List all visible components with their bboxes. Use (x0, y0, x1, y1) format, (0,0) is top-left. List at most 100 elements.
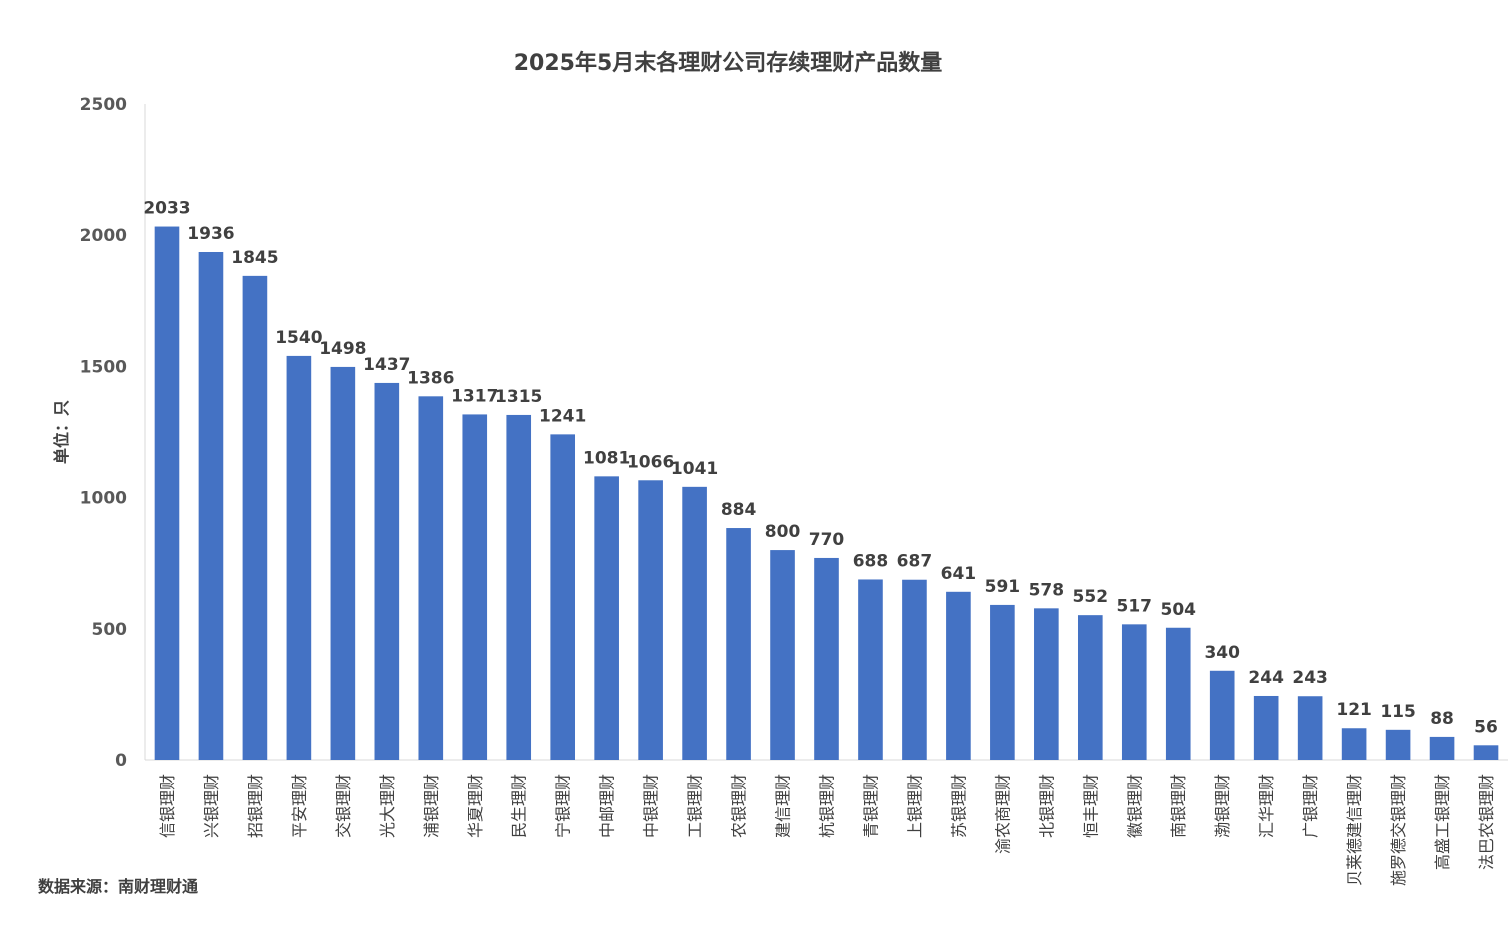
data-label: 1041 (671, 459, 718, 479)
data-labels: 2033 1936 1845 1540149814371386131713151241… (143, 199, 1498, 738)
data-label: 1066 (627, 452, 674, 472)
data-label: 1540 (275, 328, 322, 348)
data-label: 800 (765, 522, 801, 542)
x-tick-label: 工银理财 (686, 774, 705, 838)
data-label: 1241 (539, 406, 586, 426)
bar (506, 414, 532, 760)
x-tick-label: 施罗德交银理财 (1389, 774, 1408, 886)
bar (550, 434, 576, 760)
bar (286, 355, 312, 760)
bar (682, 486, 707, 760)
x-tick-label: 平安理财 (290, 774, 309, 838)
data-label: 884 (721, 500, 757, 520)
data-label: 340 (1204, 643, 1240, 663)
data-label: 243 (1292, 668, 1328, 688)
data-label: 517 (1117, 596, 1153, 616)
x-ticks: 信银理财 兴银理财 招银理财 平安理财 交银理财 光大理财 浦银理财 华夏理财 民生理财 宁银理财… (158, 774, 1496, 886)
bar (418, 396, 444, 760)
bar (594, 476, 619, 760)
bar (1385, 729, 1411, 760)
data-label: 121 (1336, 700, 1372, 720)
x-tick-label: 法巴农银理财 (1477, 774, 1496, 870)
x-tick-label: 兴银理财 (202, 774, 221, 838)
bar (1253, 695, 1279, 760)
x-tick-label: 光大理财 (378, 774, 397, 838)
x-tick-label: 渝农商理财 (993, 774, 1012, 854)
bar (990, 604, 1015, 760)
bar (1034, 608, 1059, 760)
data-source-note: 数据来源：南财理财通 (38, 877, 198, 896)
bar (154, 226, 180, 761)
bar (1473, 745, 1499, 760)
bar (1165, 627, 1191, 760)
data-label: 1936 (187, 224, 234, 244)
data-label: 88 (1430, 709, 1454, 729)
bar (1429, 736, 1455, 760)
y-tick-label: 1000 (80, 489, 127, 509)
bar (726, 528, 751, 760)
x-tick-label: 北银理财 (1037, 774, 1056, 838)
bar (858, 579, 883, 760)
data-label: 56 (1474, 717, 1498, 737)
bar (374, 382, 400, 760)
x-tick-label: 中邮理财 (598, 774, 617, 838)
x-tick-label: 建信理财 (774, 774, 793, 838)
data-label: 1315 (495, 387, 542, 407)
data-label: 115 (1380, 702, 1416, 722)
bar (330, 366, 356, 760)
data-label: 504 (1160, 600, 1196, 620)
x-tick-label: 宁银理财 (554, 774, 573, 838)
chart-title: 2025年5月末各理财公司存续理财产品数量 (514, 50, 943, 76)
data-label: 688 (853, 551, 889, 571)
bar (946, 591, 971, 760)
x-tick-label: 渤银理财 (1213, 774, 1232, 838)
bar (638, 480, 663, 760)
x-tick-label: 苏银理财 (949, 774, 968, 838)
y-tick-label: 500 (92, 620, 128, 640)
x-tick-label: 民生理财 (510, 774, 529, 838)
bar (814, 557, 839, 760)
bars (154, 226, 1499, 761)
x-tick-label: 招银理财 (246, 774, 265, 838)
x-tick-label: 上银理财 (905, 774, 924, 838)
x-tick-label: 信银理财 (158, 774, 177, 838)
x-tick-label: 交银理财 (334, 774, 353, 838)
bar (1077, 615, 1103, 760)
x-tick-label: 华夏理财 (466, 774, 485, 838)
bar (770, 550, 795, 760)
x-tick-label: 恒丰理财 (1081, 774, 1100, 838)
data-label: 1317 (451, 386, 498, 406)
data-label: 1845 (231, 248, 278, 268)
x-tick-label: 徽银理财 (1125, 774, 1144, 838)
x-tick-label: 浦银理财 (422, 774, 441, 838)
bar (902, 579, 927, 760)
bar (1297, 696, 1323, 760)
data-label: 1081 (583, 448, 630, 468)
bar (1121, 624, 1147, 760)
bar (1341, 728, 1367, 760)
data-label: 1498 (319, 339, 366, 359)
data-label: 552 (1073, 587, 1109, 607)
x-tick-label: 南银理财 (1169, 774, 1188, 838)
data-label: 687 (897, 552, 933, 572)
x-tick-label: 广银理财 (1301, 774, 1320, 838)
x-tick-label: 贝莱德建信理财 (1345, 774, 1364, 886)
data-label: 770 (809, 530, 845, 550)
data-label: 1386 (407, 368, 454, 388)
bar (462, 414, 488, 760)
data-label: 244 (1248, 668, 1284, 688)
data-label: 641 (941, 564, 977, 584)
y-tick-label: 2500 (80, 95, 127, 115)
data-label: 578 (1029, 580, 1065, 600)
x-tick-label: 高盛工银理财 (1433, 774, 1452, 870)
bar (1209, 670, 1235, 760)
y-tick-label: 1500 (80, 357, 127, 377)
data-label: 2033 (143, 199, 190, 219)
x-tick-label: 杭银理财 (818, 774, 837, 838)
x-tick-label: 汇华理财 (1257, 774, 1276, 838)
data-label: 1437 (363, 355, 410, 375)
y-tick-label: 0 (115, 751, 127, 771)
bar (198, 251, 224, 761)
x-tick-label: 农银理财 (730, 774, 749, 838)
